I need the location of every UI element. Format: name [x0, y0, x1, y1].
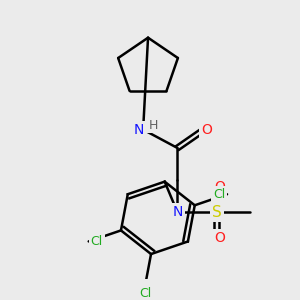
Text: N: N: [172, 205, 183, 219]
Text: Cl: Cl: [90, 235, 103, 248]
Text: N: N: [134, 123, 144, 136]
Text: Cl: Cl: [139, 286, 151, 300]
Text: O: O: [202, 123, 212, 136]
Text: O: O: [214, 231, 225, 245]
Text: Cl: Cl: [213, 188, 225, 201]
Text: O: O: [214, 180, 225, 194]
Text: S: S: [212, 205, 222, 220]
Text: H: H: [148, 118, 158, 131]
